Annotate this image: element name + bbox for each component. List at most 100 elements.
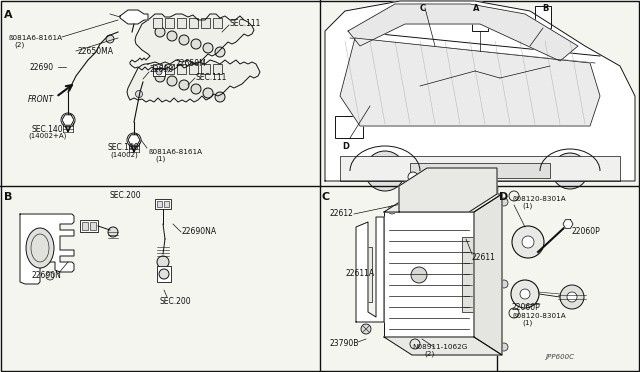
Circle shape <box>131 15 136 19</box>
Circle shape <box>191 39 201 49</box>
Circle shape <box>500 198 508 206</box>
Text: A: A <box>4 10 13 20</box>
Circle shape <box>522 236 534 248</box>
Polygon shape <box>348 4 578 61</box>
Circle shape <box>159 269 169 279</box>
Circle shape <box>61 113 75 127</box>
Text: (14002): (14002) <box>110 152 138 158</box>
Circle shape <box>167 76 177 86</box>
Text: ß08120-8301A: ß08120-8301A <box>512 313 566 319</box>
Polygon shape <box>384 337 502 355</box>
Bar <box>82 222 88 230</box>
Text: SEC.140: SEC.140 <box>108 144 140 153</box>
Circle shape <box>155 27 165 37</box>
Bar <box>213 64 222 74</box>
Circle shape <box>203 88 213 98</box>
Text: FRONT: FRONT <box>28 94 54 103</box>
Circle shape <box>552 153 588 189</box>
Text: (2): (2) <box>14 42 24 48</box>
Circle shape <box>560 285 584 309</box>
Text: SEC.200: SEC.200 <box>160 298 191 307</box>
Polygon shape <box>356 217 384 322</box>
Text: B: B <box>4 192 12 202</box>
Text: D: D <box>342 142 349 151</box>
Bar <box>177 18 186 28</box>
Circle shape <box>136 15 141 19</box>
Text: 22690N: 22690N <box>32 272 62 280</box>
Bar <box>153 68 165 76</box>
Circle shape <box>157 256 169 268</box>
Text: 22060P: 22060P <box>512 302 541 311</box>
Circle shape <box>136 90 143 97</box>
Circle shape <box>500 71 510 81</box>
Text: C: C <box>420 4 426 13</box>
Text: A: A <box>473 4 479 13</box>
Text: (14002+A): (14002+A) <box>28 133 67 139</box>
Bar <box>155 199 171 209</box>
Bar <box>165 18 174 28</box>
Bar <box>472 9 488 31</box>
Text: ß081A6-8161A: ß081A6-8161A <box>148 149 202 155</box>
Text: (1): (1) <box>155 156 165 162</box>
Circle shape <box>46 272 54 280</box>
Circle shape <box>215 92 225 102</box>
Circle shape <box>46 216 54 224</box>
Bar <box>535 6 551 28</box>
Text: 22650MA: 22650MA <box>77 48 113 57</box>
Bar <box>410 163 550 178</box>
Circle shape <box>361 324 371 334</box>
Circle shape <box>179 80 189 90</box>
Text: D: D <box>499 192 508 202</box>
Bar <box>165 64 174 74</box>
Polygon shape <box>399 168 497 212</box>
Bar <box>189 18 198 28</box>
Text: 22650M: 22650M <box>175 60 205 68</box>
Circle shape <box>108 227 118 237</box>
Circle shape <box>474 60 486 72</box>
Circle shape <box>500 280 508 288</box>
Circle shape <box>106 35 114 43</box>
Bar <box>201 64 210 74</box>
Polygon shape <box>20 214 74 284</box>
Circle shape <box>26 268 34 276</box>
Circle shape <box>167 31 177 41</box>
Circle shape <box>26 218 34 226</box>
Polygon shape <box>127 60 260 102</box>
Circle shape <box>156 69 162 75</box>
Circle shape <box>388 206 396 214</box>
Bar <box>340 156 620 181</box>
Circle shape <box>520 289 530 299</box>
Ellipse shape <box>26 228 54 268</box>
Circle shape <box>411 267 427 283</box>
Circle shape <box>511 280 539 308</box>
Bar <box>189 64 198 74</box>
Bar <box>80 220 98 232</box>
Circle shape <box>408 172 418 182</box>
Text: B: B <box>542 4 548 13</box>
Polygon shape <box>62 115 74 125</box>
Polygon shape <box>120 10 148 24</box>
Polygon shape <box>474 194 502 355</box>
Text: 22690: 22690 <box>150 65 174 74</box>
Polygon shape <box>384 194 502 212</box>
Text: ß081A6-8161A: ß081A6-8161A <box>8 35 62 41</box>
Bar <box>157 201 162 207</box>
Text: 23790B: 23790B <box>329 340 358 349</box>
Polygon shape <box>128 135 140 145</box>
Bar <box>157 266 171 282</box>
Bar <box>153 18 162 28</box>
Text: (2): (2) <box>424 351 435 357</box>
Circle shape <box>561 162 579 180</box>
Polygon shape <box>325 1 635 181</box>
Polygon shape <box>340 38 600 126</box>
Bar <box>384 212 474 337</box>
Bar <box>360 247 372 302</box>
Text: SEC.140: SEC.140 <box>32 125 63 134</box>
Bar <box>164 201 169 207</box>
Circle shape <box>179 35 189 45</box>
Circle shape <box>215 47 225 57</box>
Text: SEC.111: SEC.111 <box>230 19 261 29</box>
Circle shape <box>500 343 508 351</box>
Bar <box>90 222 96 230</box>
Polygon shape <box>563 219 573 228</box>
